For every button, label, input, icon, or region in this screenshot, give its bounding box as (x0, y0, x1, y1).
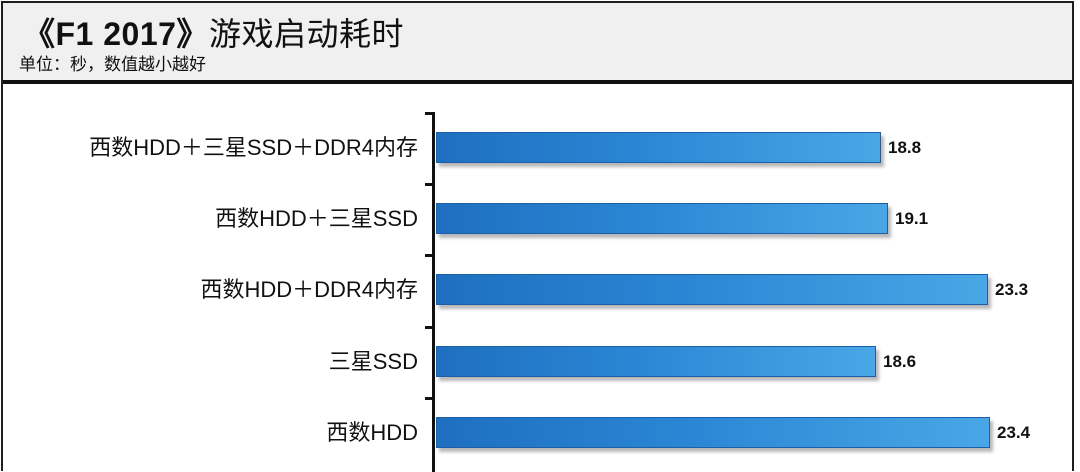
axis-tick (425, 183, 434, 186)
bar-row: 西数HDD＋三星SSD 19.1 (0, 202, 1080, 236)
value-label: 18.6 (883, 352, 917, 371)
chart-title-text: 游戏启动耗时 (208, 16, 404, 52)
bar (436, 203, 888, 234)
bar-row: 三星SSD 18.6 (0, 345, 1080, 379)
chart-title-game: 《F1 2017》 (23, 16, 209, 52)
category-label: 西数HDD＋三星SSD (215, 206, 418, 231)
bar (436, 132, 881, 163)
bar (436, 417, 990, 448)
value-label: 23.4 (997, 423, 1031, 442)
chart-title: 《F1 2017》游戏启动耗时 (23, 9, 404, 55)
axis-tick (425, 326, 434, 329)
header-divider (3, 80, 1072, 84)
category-label: 西数HDD＋三星SSD＋DDR4内存 (89, 135, 418, 160)
value-label: 19.1 (895, 209, 929, 228)
bar (436, 346, 876, 377)
bar-row: 西数HDD 23.4 (0, 416, 1080, 450)
category-label: 西数HDD (326, 420, 418, 445)
chart-header: 《F1 2017》游戏启动耗时 单位：秒，数值越小越好 (3, 3, 1072, 80)
bar (436, 274, 988, 305)
plot-area: 西数HDD＋三星SSD＋DDR4内存 18.8 西数HDD＋三星SSD 19.1 西数H… (0, 112, 1080, 472)
category-axis (432, 112, 435, 472)
category-label: 三星SSD (328, 349, 418, 374)
value-label: 18.8 (888, 138, 922, 157)
axis-tick (425, 254, 434, 257)
value-label: 23.3 (995, 280, 1029, 299)
category-label: 西数HDD＋DDR4内存 (200, 277, 418, 302)
bar-row: 西数HDD＋DDR4内存 23.3 (0, 273, 1080, 307)
bar-row: 西数HDD＋三星SSD＋DDR4内存 18.8 (0, 131, 1080, 165)
chart-subtitle: 单位：秒，数值越小越好 (19, 55, 206, 74)
axis-tick (425, 112, 434, 115)
axis-tick (425, 397, 434, 400)
